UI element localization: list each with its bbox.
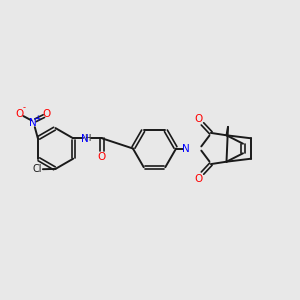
Text: O: O — [16, 109, 24, 119]
Text: O: O — [43, 109, 51, 119]
Text: -: - — [22, 103, 26, 112]
Text: O: O — [194, 113, 202, 124]
Text: O: O — [194, 173, 202, 184]
Text: N: N — [29, 118, 37, 128]
Text: H: H — [84, 134, 91, 143]
Text: O: O — [98, 152, 106, 162]
Text: Cl: Cl — [33, 164, 42, 174]
Text: +: + — [34, 114, 41, 123]
Text: N: N — [182, 143, 190, 154]
Text: N: N — [81, 134, 89, 144]
